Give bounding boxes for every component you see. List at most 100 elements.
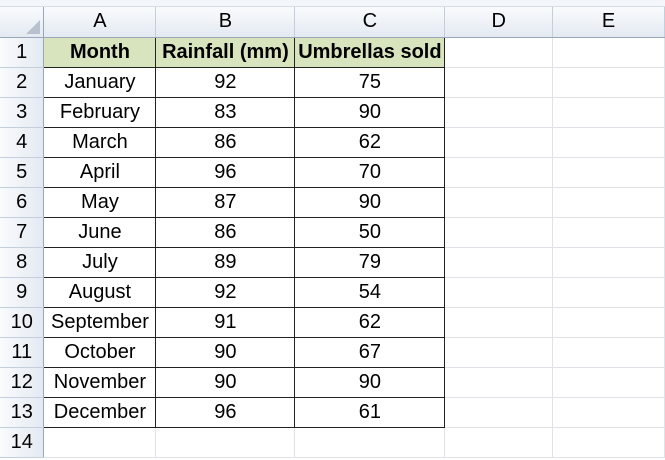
row-header[interactable]: 6: [0, 187, 45, 218]
cell-empty-e[interactable]: [552, 367, 665, 398]
cell-empty-e[interactable]: [552, 397, 665, 428]
row-header[interactable]: 14: [0, 427, 45, 458]
cell-rainfall[interactable]: 96: [155, 156, 296, 188]
cell-month[interactable]: July: [43, 246, 157, 278]
cell-rainfall[interactable]: 90: [155, 336, 296, 368]
header-cell-rainfall[interactable]: Rainfall (mm): [155, 36, 296, 68]
header-cell-umbrellas[interactable]: Umbrellas sold: [294, 36, 446, 68]
cell-rainfall[interactable]: 90: [155, 366, 296, 398]
row-header[interactable]: 13: [0, 397, 45, 428]
cell-month[interactable]: [43, 427, 157, 458]
cell-empty-d[interactable]: [444, 367, 554, 398]
cell-rainfall[interactable]: 96: [155, 396, 296, 428]
cell-empty-e[interactable]: [552, 37, 665, 68]
cell-month[interactable]: May: [43, 186, 157, 218]
cell-month[interactable]: November: [43, 366, 157, 398]
cell-empty-e[interactable]: [552, 307, 665, 338]
cell-empty-e[interactable]: [552, 247, 665, 278]
cell-umbrellas[interactable]: 90: [294, 96, 446, 128]
cell-empty-e[interactable]: [552, 277, 665, 308]
cell-rainfall[interactable]: 91: [155, 306, 296, 338]
cell-umbrellas[interactable]: 75: [294, 66, 446, 98]
row-header[interactable]: 3: [0, 97, 45, 128]
cell-empty-d[interactable]: [444, 277, 554, 308]
cell-rainfall[interactable]: 87: [155, 186, 296, 218]
cell-rainfall[interactable]: 83: [155, 96, 296, 128]
column-header-a[interactable]: A: [43, 7, 157, 38]
row-header[interactable]: 5: [0, 157, 45, 188]
cell-month[interactable]: February: [43, 96, 157, 128]
row-header[interactable]: 12: [0, 367, 45, 398]
cell-empty-d[interactable]: [444, 217, 554, 248]
cell-empty-e[interactable]: [552, 157, 665, 188]
row-header[interactable]: 1: [0, 37, 45, 68]
worksheet-grid: A B C D E 1 Month Rainfall (mm) Umbrellas s…: [0, 7, 665, 458]
cell-umbrellas[interactable]: 62: [294, 306, 446, 338]
cell-rainfall[interactable]: 86: [155, 126, 296, 158]
cell-umbrellas[interactable]: 50: [294, 216, 446, 248]
table-row: 1 Month Rainfall (mm) Umbrellas sold: [0, 36, 665, 68]
cell-rainfall[interactable]: [155, 427, 296, 458]
cell-month[interactable]: June: [43, 216, 157, 248]
cell-empty-d[interactable]: [444, 427, 554, 458]
table-row: 13 December 96 61: [0, 396, 665, 428]
cell-month[interactable]: December: [43, 396, 157, 428]
cell-empty-d[interactable]: [444, 187, 554, 218]
cell-month[interactable]: August: [43, 276, 157, 308]
cell-umbrellas[interactable]: 70: [294, 156, 446, 188]
cell-umbrellas[interactable]: 54: [294, 276, 446, 308]
cell-empty-d[interactable]: [444, 67, 554, 98]
cell-rainfall[interactable]: 92: [155, 276, 296, 308]
cell-month[interactable]: April: [43, 156, 157, 188]
cell-umbrellas[interactable]: [294, 427, 446, 458]
cell-rainfall[interactable]: 86: [155, 216, 296, 248]
cell-empty-d[interactable]: [444, 247, 554, 278]
cell-empty-d[interactable]: [444, 127, 554, 158]
select-all-button[interactable]: [0, 7, 45, 38]
cell-empty-d[interactable]: [444, 397, 554, 428]
cell-umbrellas[interactable]: 90: [294, 186, 446, 218]
cell-empty-e[interactable]: [552, 127, 665, 158]
row-header[interactable]: 9: [0, 277, 45, 308]
table-row: 7 June 86 50: [0, 216, 665, 248]
ribbon-edge: [0, 0, 665, 7]
table-row: 5 April 96 70: [0, 156, 665, 188]
cell-umbrellas[interactable]: 67: [294, 336, 446, 368]
row-header[interactable]: 4: [0, 127, 45, 158]
row-header[interactable]: 11: [0, 337, 45, 368]
cell-empty-e[interactable]: [552, 67, 665, 98]
row-header[interactable]: 10: [0, 307, 45, 338]
cell-empty-d[interactable]: [444, 97, 554, 128]
cell-umbrellas[interactable]: 61: [294, 396, 446, 428]
cell-empty-d[interactable]: [444, 157, 554, 188]
cell-umbrellas[interactable]: 90: [294, 366, 446, 398]
cell-umbrellas[interactable]: 79: [294, 246, 446, 278]
row-header[interactable]: 2: [0, 67, 45, 98]
table-row: 4 March 86 62: [0, 126, 665, 158]
column-header-c[interactable]: C: [294, 7, 446, 38]
table-row: 12 November 90 90: [0, 366, 665, 398]
cell-month[interactable]: October: [43, 336, 157, 368]
cell-empty-d[interactable]: [444, 307, 554, 338]
cell-empty-e[interactable]: [552, 217, 665, 248]
table-row: 14: [0, 427, 665, 458]
cell-month[interactable]: January: [43, 66, 157, 98]
cell-empty-e[interactable]: [552, 337, 665, 368]
cell-rainfall[interactable]: 89: [155, 246, 296, 278]
column-header-d[interactable]: D: [444, 7, 554, 38]
cell-empty-e[interactable]: [552, 97, 665, 128]
column-header-e[interactable]: E: [552, 7, 665, 38]
cell-empty-d[interactable]: [444, 337, 554, 368]
cell-empty-e[interactable]: [552, 427, 665, 458]
cell-month[interactable]: March: [43, 126, 157, 158]
cell-rainfall[interactable]: 92: [155, 66, 296, 98]
row-header[interactable]: 8: [0, 247, 45, 278]
cell-month[interactable]: September: [43, 306, 157, 338]
cell-umbrellas[interactable]: 62: [294, 126, 446, 158]
row-header[interactable]: 7: [0, 217, 45, 248]
cell-empty-d[interactable]: [444, 37, 554, 68]
column-header-b[interactable]: B: [155, 7, 296, 38]
cell-empty-e[interactable]: [552, 187, 665, 218]
table-row: 9 August 92 54: [0, 276, 665, 308]
header-cell-month[interactable]: Month: [43, 36, 157, 68]
